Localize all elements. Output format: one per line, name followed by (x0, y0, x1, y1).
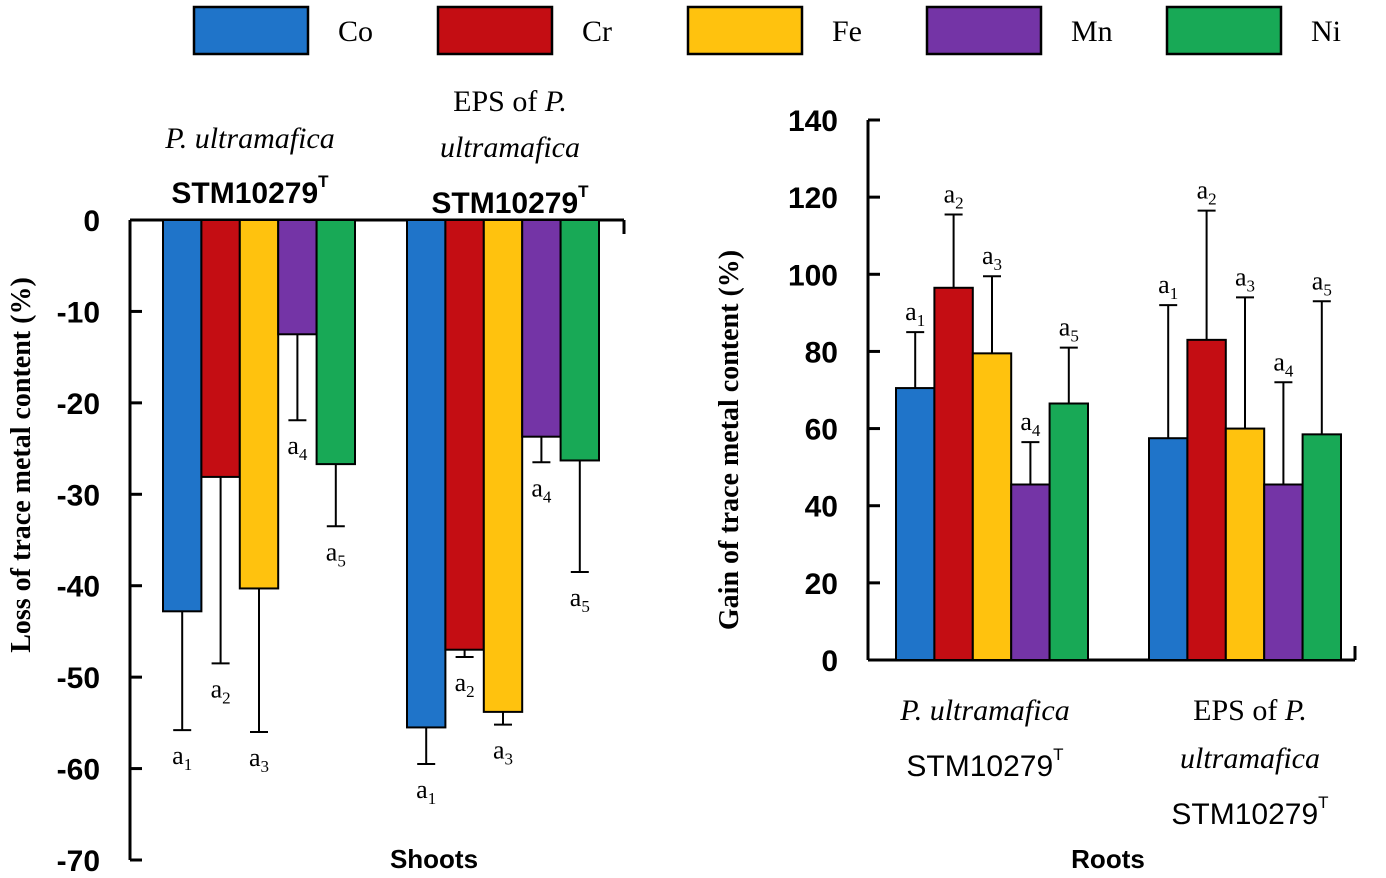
shoots-y-axis-label: Loss of trace metal content (%) (6, 277, 37, 653)
category-label-line: P. ultramafica (899, 694, 1069, 727)
roots-significance-label: a3 (982, 241, 1002, 274)
shoots-significance-label: a3 (249, 743, 269, 776)
roots-y-tick-label: 140 (788, 105, 838, 138)
shoots-significance-label: a2 (211, 674, 231, 707)
legend-label-co: Co (338, 15, 373, 48)
legend-swatch-cr (436, 5, 554, 56)
category-label-line: EPS of P. (453, 85, 567, 118)
roots-bar-co (1148, 437, 1189, 662)
shoots-bar-fe (482, 219, 524, 713)
shoots-bar-fe (238, 219, 280, 590)
shoots-bar-mn (521, 219, 562, 438)
shoots-y-tick-label: -70 (57, 845, 100, 878)
category-label-strain: STM10279T (431, 182, 589, 220)
shoots-y-tick-label: -10 (57, 296, 100, 329)
roots-y-tick-label: 100 (788, 259, 838, 292)
category-label-line: P. ultramafica (164, 122, 334, 155)
shoots-bar-co (162, 219, 203, 613)
roots-significance-label: a2 (1197, 176, 1217, 209)
roots-y-tick-label: 120 (788, 182, 838, 215)
legend: Co Cr Fe Mn Ni (192, 5, 1341, 56)
roots-y-tick-label: 20 (805, 568, 838, 601)
roots-y-tick-label: 80 (805, 336, 838, 369)
shoots-chart: Loss of trace metal content (%) P. ultra… (6, 85, 626, 878)
shoots-bar-cr (444, 219, 485, 651)
shoots-y-tick-label: -50 (57, 662, 100, 695)
category-label-line: ultramafica (1180, 742, 1320, 775)
legend-label-ni: Ni (1311, 15, 1341, 48)
roots-significance-label: a5 (1059, 313, 1079, 346)
roots-y-tick-label: 0 (821, 645, 838, 678)
roots-y-tick-label: 60 (805, 414, 838, 447)
shoots-significance-label: a4 (287, 431, 308, 464)
roots-significance-label: a4 (1273, 347, 1294, 380)
roots-bar-cr (933, 286, 974, 661)
legend-swatch-mn (925, 5, 1043, 56)
shoots-y-tick-label: -30 (57, 479, 100, 512)
roots-significance-label: a1 (1158, 270, 1178, 303)
roots-significance-label: a1 (905, 297, 925, 330)
legend-label-mn: Mn (1071, 15, 1113, 48)
roots-x-title: Roots (1071, 844, 1145, 874)
roots-y-tick-label: 40 (805, 491, 838, 524)
roots-significance-label: a5 (1312, 266, 1332, 299)
roots-significance-label: a2 (944, 180, 964, 213)
shoots-significance-label: a5 (570, 583, 590, 616)
roots-bar-fe (1224, 427, 1266, 662)
category-label-line: ultramafica (440, 131, 580, 164)
category-label-strain: STM10279T (1171, 793, 1328, 831)
legend-swatch-fe (686, 5, 804, 56)
roots-bar-mn (1263, 483, 1304, 661)
roots-bar-ni (1048, 402, 1089, 661)
shoots-significance-label: a3 (493, 736, 513, 769)
roots-marks: 0 20 40 60 80 100 120 140 a1 a1 a2 a2 a3 a3 a4 a4 a5 a5 (788, 105, 1357, 678)
category-label-strain: STM10279T (906, 745, 1063, 783)
roots-significance-label: a3 (1235, 262, 1255, 295)
shoots-significance-label: a1 (172, 741, 192, 774)
category-label-line: EPS of P. (1193, 694, 1307, 727)
shoots-y-tick-label: -20 (57, 388, 100, 421)
shoots-bar-co (406, 219, 447, 729)
roots-bar-mn (1010, 483, 1051, 661)
shoots-bar-cr (200, 219, 241, 478)
shoots-category-labels: P. ultramafica STM10279T EPS of P. ultramaf… (164, 85, 589, 220)
legend-label-fe: Fe (832, 15, 862, 48)
shoots-significance-label: a5 (326, 537, 346, 570)
shoots-significance-label: a1 (416, 775, 436, 808)
shoots-y-tick-label: -60 (57, 754, 100, 787)
shoots-y-tick-label: -40 (57, 571, 100, 604)
roots-category-labels: P. ultramafica STM10279T EPS of P. ultramaf… (899, 694, 1328, 831)
roots-bar-co (895, 387, 936, 661)
shoots-significance-label: a4 (531, 473, 552, 506)
shoots-bar-ni (559, 219, 600, 462)
shoots-significance-label: a2 (455, 668, 475, 701)
shoots-x-title: Shoots (390, 844, 478, 874)
roots-y-axis-label: Gain of trace metal content (%) (714, 250, 745, 630)
legend-swatch-co (192, 5, 310, 56)
shoots-y-tick-label: 0 (83, 205, 100, 238)
category-label-strain: STM10279T (171, 172, 329, 210)
roots-bar-fe (971, 352, 1013, 661)
legend-swatch-ni (1165, 5, 1283, 56)
legend-label-cr: Cr (582, 15, 612, 48)
roots-significance-label: a4 (1020, 407, 1041, 440)
shoots-marks: 0 -10 -20 -30 -40 -50 -60 -70 a1 a1 a2 a2 a3 a3 a4 a4 a5… (57, 205, 626, 878)
roots-chart: Gain of trace metal content (%) P. ultra… (714, 105, 1357, 874)
shoots-bar-ni (315, 219, 357, 466)
shoots-bar-mn (277, 219, 318, 336)
roots-bar-ni (1301, 433, 1342, 661)
roots-bar-cr (1186, 338, 1227, 661)
